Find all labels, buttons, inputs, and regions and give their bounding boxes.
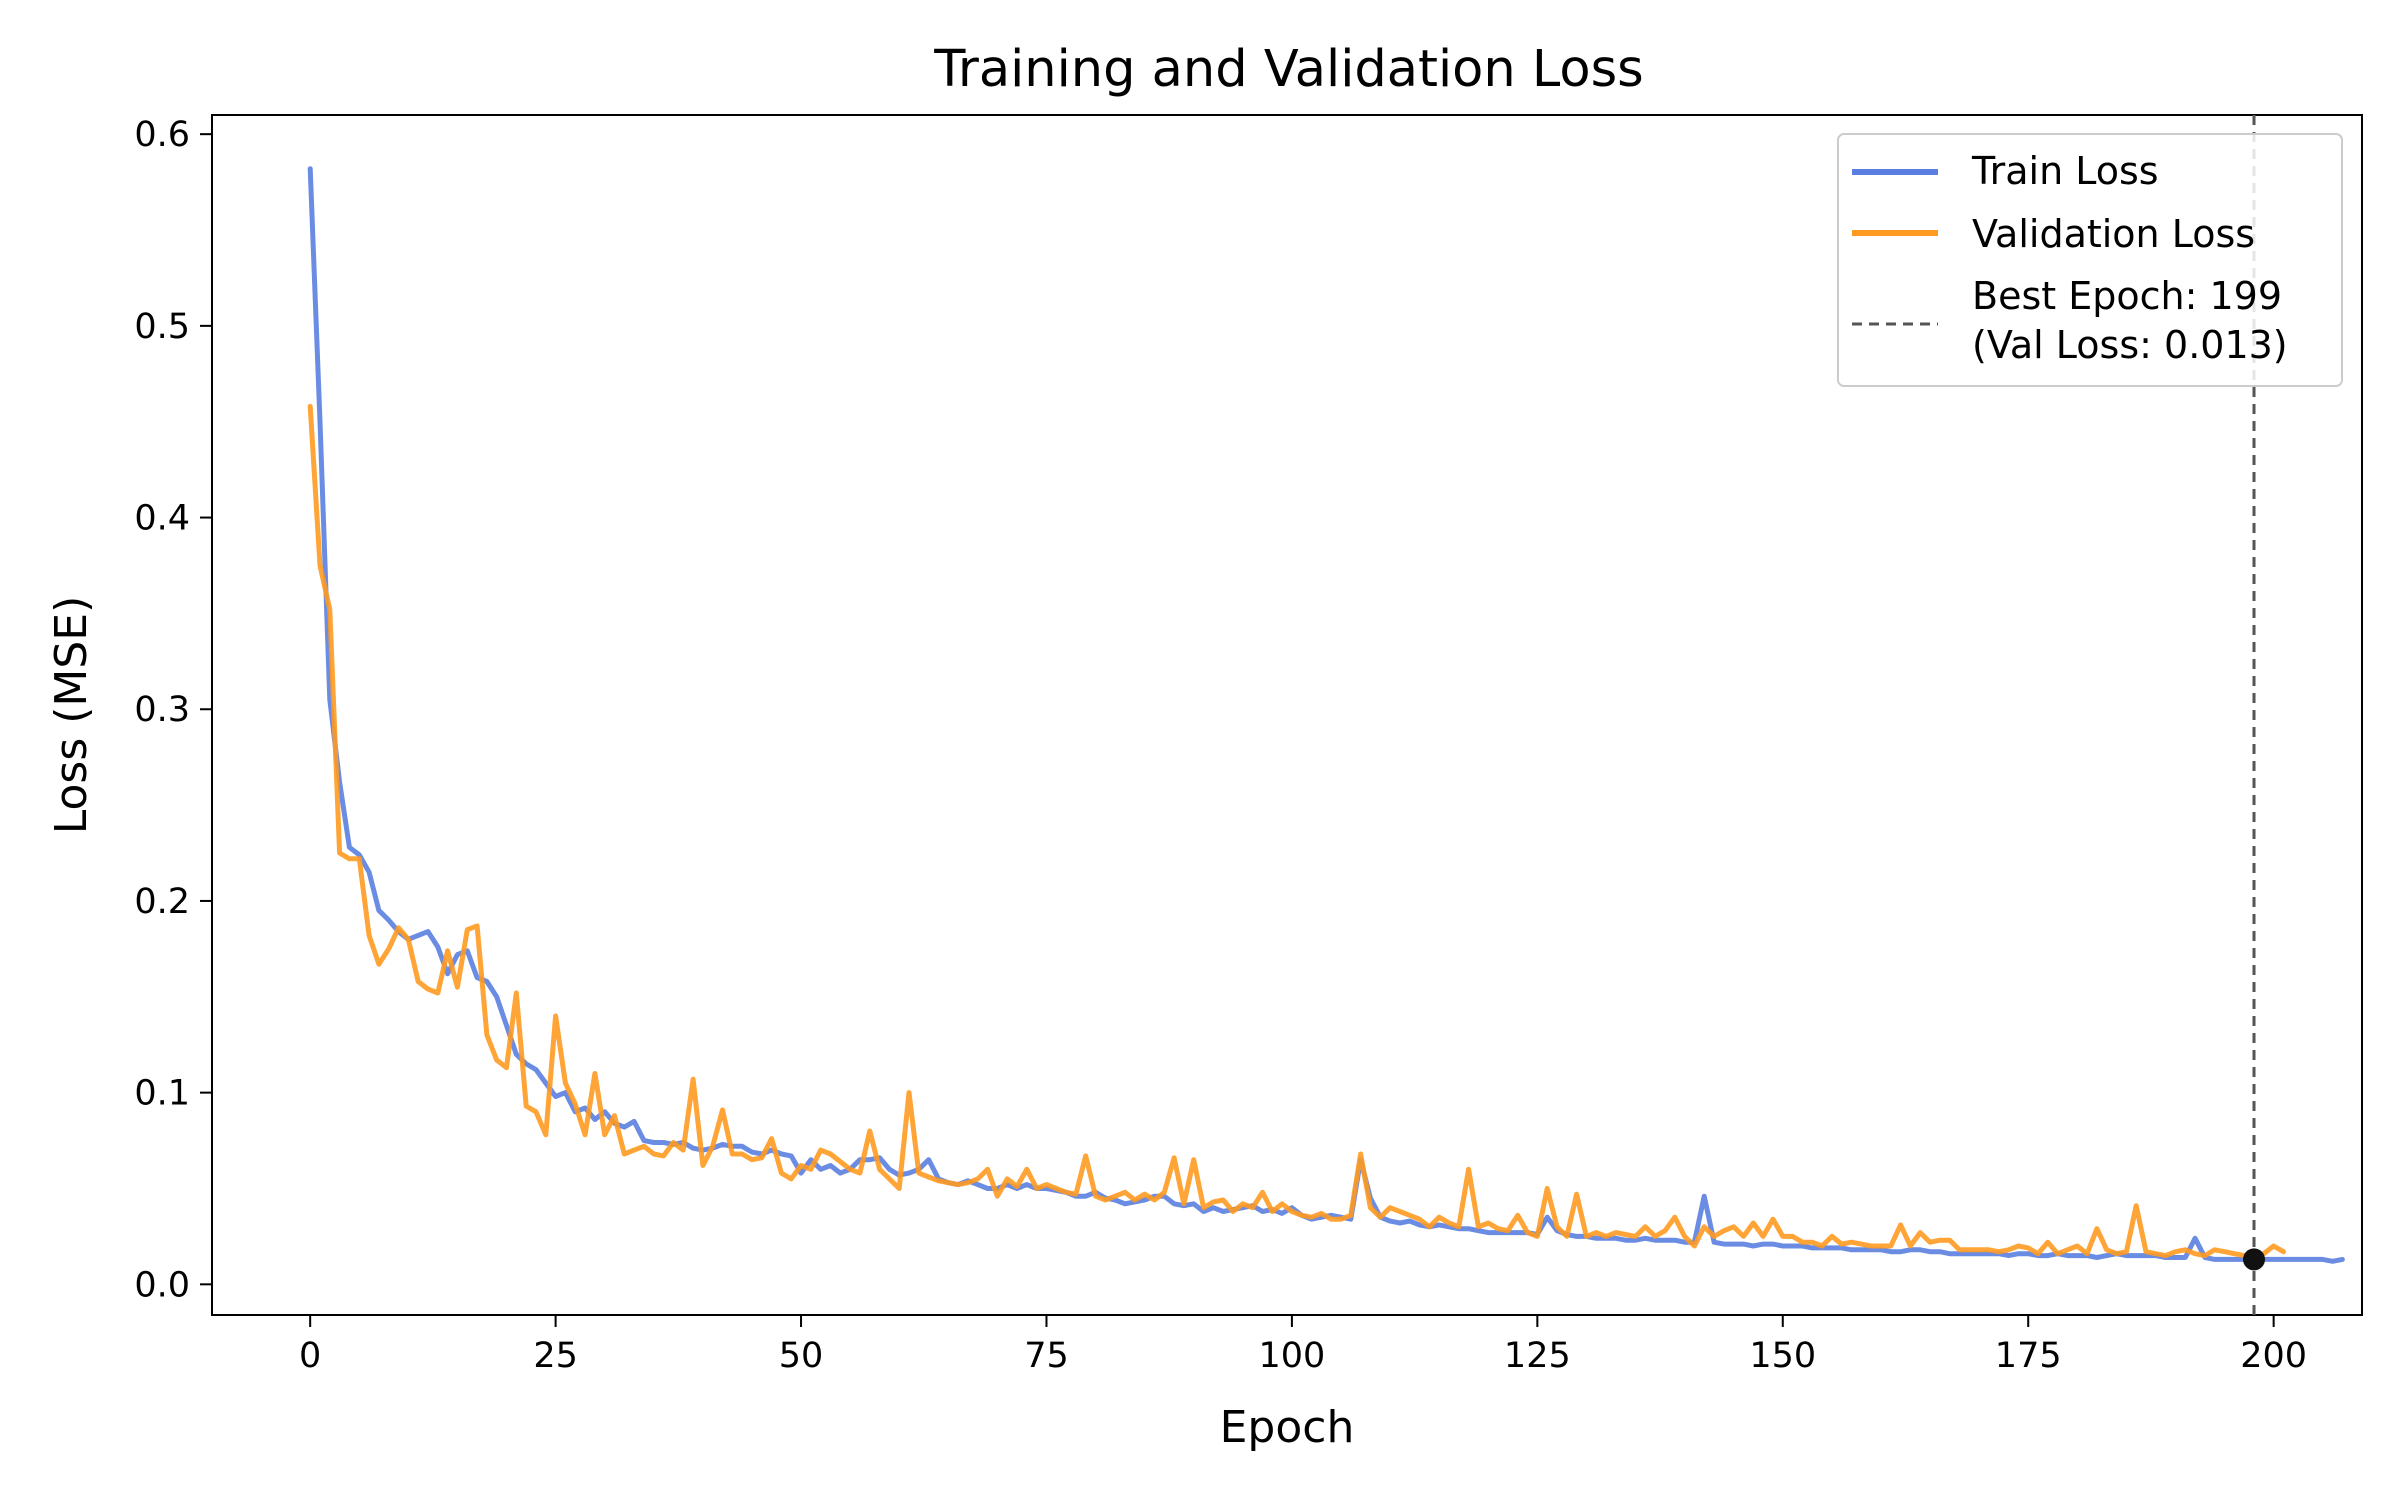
legend: Train Loss Validation Loss Best Epoch: 1… <box>1837 133 2343 387</box>
y-tick-label: 0.1 <box>134 1074 190 1114</box>
y-axis-label: Loss (MSE) <box>46 596 97 835</box>
x-tick-label: 75 <box>1024 1336 1069 1376</box>
legend-best-label-line1: Best Epoch: 199 <box>1972 274 2282 318</box>
y-tick-label: 0.3 <box>134 690 190 730</box>
x-tick-label: 150 <box>1749 1336 1816 1376</box>
legend-box <box>1837 133 2343 387</box>
validation-loss-line <box>307 403 2286 1259</box>
x-tick-label: 200 <box>2240 1336 2307 1376</box>
y-tick-label: 0.4 <box>134 499 190 539</box>
y-tick-label: 0.2 <box>134 882 190 922</box>
x-tick-label: 0 <box>299 1336 321 1376</box>
x-axis-label: Epoch <box>1220 1402 1355 1453</box>
best-epoch-layer <box>2243 115 2266 1315</box>
legend-train-label: Train Loss <box>1971 149 2159 193</box>
best-epoch-marker <box>2243 1248 2266 1271</box>
y-tick-label: 0.5 <box>134 307 190 347</box>
x-tick-label: 175 <box>1995 1336 2062 1376</box>
y-axis: 0.0 0.1 0.2 0.3 0.4 0.5 0.6 <box>134 115 212 1305</box>
x-tick-label: 25 <box>533 1336 578 1376</box>
x-tick-label: 125 <box>1504 1336 1571 1376</box>
legend-validation-label: Validation Loss <box>1972 212 2255 256</box>
legend-best-label-line2: (Val Loss: 0.013) <box>1972 323 2288 367</box>
plot-frame <box>211 114 2363 1316</box>
x-tick-label: 50 <box>779 1336 824 1376</box>
y-tick-label: 0.6 <box>134 115 190 155</box>
x-axis: 0 25 50 75 100 125 150 175 200 <box>299 1315 2307 1376</box>
y-tick-label: 0.0 <box>134 1265 190 1305</box>
chart-title: Training and Validation Loss <box>933 40 1644 99</box>
x-tick-label: 100 <box>1259 1336 1326 1376</box>
series-layer <box>307 166 2345 1264</box>
